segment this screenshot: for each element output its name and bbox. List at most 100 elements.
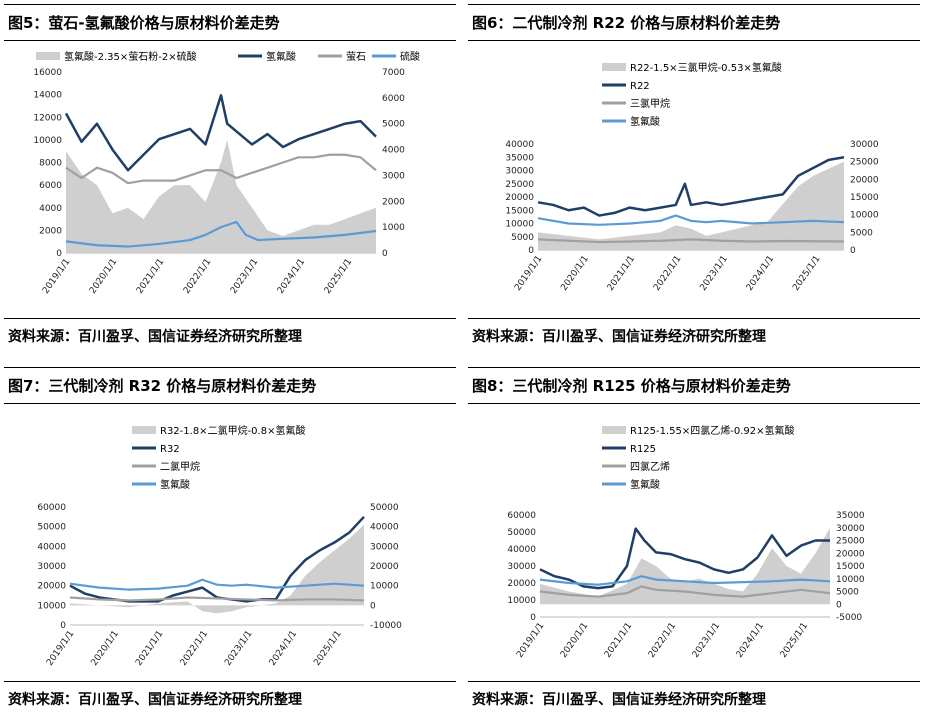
y-right-tick-label: 5000 (382, 120, 405, 130)
y-right-tick-label: 7000 (382, 68, 405, 78)
x-tick-label: 2023/1/1 (229, 257, 260, 296)
y-right-tick-label: 35000 (836, 511, 865, 521)
y-left-tick-label: 8000 (39, 159, 62, 169)
y-right-tick-label: 0 (370, 601, 376, 611)
x-tick-label: 2023/1/1 (223, 629, 254, 668)
chart-title: 图5：萤石-氢氟酸价格与原材料价差走势 (8, 14, 280, 32)
legend-label: 二氯甲烷 (160, 460, 200, 473)
y-left-tick-label: 35000 (505, 153, 534, 163)
legend-label: 氢氟酸 (630, 115, 660, 128)
x-tick-label: 2020/1/1 (559, 621, 590, 660)
y-left-tick-label: 20000 (37, 582, 66, 592)
legend-label: R125-1.55×四氯乙烯-0.92×氢氟酸 (630, 424, 795, 437)
y-left-tick-label: 10000 (33, 136, 62, 146)
y-left-tick-label: 2000 (39, 226, 62, 236)
y-right-tick-label: 10000 (370, 582, 399, 592)
series-line-material_blue (539, 575, 831, 586)
y-left-tick-label: 40000 (505, 140, 534, 150)
legend-label: R32-1.8×二氯甲烷-0.8×氢氟酸 (160, 424, 305, 437)
y-left-tick-label: 0 (56, 249, 62, 259)
series-line-material_blue (69, 578, 365, 591)
series-line-product (539, 527, 830, 590)
legend-swatch (602, 426, 626, 434)
legend-label: R125 (630, 444, 656, 455)
title-rule (4, 403, 456, 404)
y-right-tick-label: 40000 (370, 523, 399, 533)
legend-label: 硫酸 (400, 50, 420, 63)
legend-label: 萤石 (346, 51, 366, 63)
y-right-tick-label: 50000 (370, 503, 399, 513)
y-right-tick-label: 5000 (850, 228, 873, 238)
legend-swatch (132, 426, 156, 434)
y-right-tick-label: 20000 (836, 549, 865, 559)
y-right-tick-label: -10000 (370, 621, 402, 631)
y-right-tick-label: 30000 (850, 140, 879, 150)
series-line-product (64, 94, 377, 172)
y-right-tick-label: 0 (836, 600, 842, 610)
x-tick-label: 2023/1/1 (691, 621, 722, 660)
y-left-tick-label: 0 (528, 246, 534, 256)
y-left-tick-label: 20000 (507, 579, 536, 589)
series-line-product (537, 156, 845, 217)
y-right-tick-label: -5000 (836, 613, 862, 623)
x-tick-label: 2023/1/1 (699, 254, 730, 293)
legend: 氢氟酸-2.35×萤石粉-2×硫酸 氢氟酸 萤石 硫酸 (36, 50, 420, 63)
chart-svg: 0 10000 20000 30000 40000 50000 60000 -5000 0 500… (507, 424, 865, 660)
series-line-material_gray (539, 585, 831, 598)
series-line-material_blue (537, 214, 845, 226)
top-rule (468, 367, 920, 368)
chart-title: 图7：三代制冷剂 R32 价格与原材料价差走势 (8, 377, 317, 395)
y-right-tick-label: 5000 (836, 588, 859, 598)
title-rule (468, 403, 920, 404)
y-left-tick-label: 10000 (505, 220, 534, 230)
y-right-tick-label: 30000 (836, 524, 865, 534)
y-left-tick-label: 4000 (39, 204, 62, 214)
x-tick-label: 2022/1/1 (179, 629, 210, 668)
x-tick-label: 2024/1/1 (745, 254, 776, 293)
chart-panel-fig6: 图6：二代制冷剂 R22 价格与原材料价差走势 0 5000 10000 15000 2… (464, 0, 924, 363)
y-left-tick-label: 0 (530, 613, 536, 623)
x-tick-label: 2021/1/1 (134, 629, 165, 668)
series-line-material_gray (65, 153, 377, 185)
y-left-tick-label: 5000 (511, 233, 534, 243)
y-left-tick-label: 10000 (507, 596, 536, 606)
y-right-tick-label: 1000 (382, 223, 405, 233)
chart-svg: 0 10000 20000 30000 40000 50000 60000 -10000 0 10… (37, 424, 402, 668)
y-left-tick-label: 0 (60, 621, 66, 631)
x-tick-label: 2024/1/1 (735, 621, 766, 660)
y-left-tick-label: 20000 (505, 193, 534, 203)
x-tick-label: 2020/1/1 (88, 257, 119, 296)
y-left-tick-label: 50000 (507, 528, 536, 538)
title-rule (468, 40, 920, 41)
series-area-spread (540, 527, 830, 605)
series-line-material_gray (537, 238, 845, 244)
top-rule (4, 4, 456, 5)
bottom-rule (4, 681, 456, 682)
y-right-tick-label: 25000 (850, 158, 879, 168)
chart-title: 图8：三代制冷剂 R125 价格与原材料价差走势 (472, 377, 791, 395)
x-tick-label: 2019/1/1 (45, 629, 76, 668)
legend-label: 氢氟酸-2.35×萤石粉-2×硫酸 (64, 50, 197, 63)
y-left-tick-label: 10000 (37, 601, 66, 611)
x-tick-label: 2022/1/1 (652, 254, 683, 293)
x-tick-label: 2025/1/1 (791, 254, 822, 293)
y-left-tick-label: 60000 (507, 511, 536, 521)
y-left-tick-label: 40000 (507, 545, 536, 555)
y-right-tick-label: 6000 (382, 94, 405, 104)
legend-swatch (602, 63, 626, 71)
top-rule (4, 367, 456, 368)
x-tick-label: 2019/1/1 (513, 254, 544, 293)
source-note: 资料来源：百川盈孚、国信证券经济研究所整理 (8, 329, 302, 345)
x-tick-label: 2024/1/1 (268, 629, 299, 668)
x-tick-label: 2021/1/1 (603, 621, 634, 660)
legend-swatch (36, 52, 60, 60)
x-tick-label: 2024/1/1 (276, 257, 307, 296)
chart-panel-fig5: 图5：萤石-氢氟酸价格与原材料价差走势 0 2000 4000 6000 8000 100… (0, 0, 460, 363)
legend-label: 三氯甲烷 (630, 97, 670, 110)
y-left-tick-label: 15000 (505, 206, 534, 216)
y-right-tick-label: 10000 (836, 575, 865, 585)
y-right-tick-label: 20000 (370, 562, 399, 572)
